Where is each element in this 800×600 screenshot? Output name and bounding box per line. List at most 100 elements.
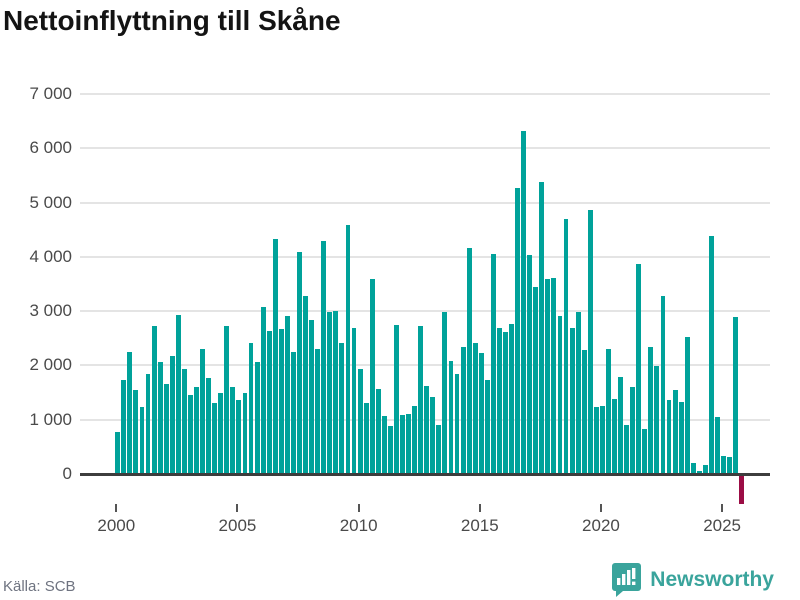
- speech-bubble-bar-chart-icon: [612, 563, 642, 597]
- x-axis-tick-mark: [357, 504, 360, 512]
- bar: [169, 356, 175, 474]
- chart-title: Nettoinflyttning till Skåne: [3, 5, 341, 36]
- bar: [218, 393, 224, 474]
- bar: [624, 425, 630, 474]
- bar: [527, 254, 533, 474]
- gridline: [80, 255, 770, 258]
- bar: [327, 311, 333, 474]
- bar: [733, 316, 739, 474]
- bar: [363, 403, 369, 474]
- bar: [490, 254, 496, 474]
- bar: [660, 295, 666, 474]
- x-axis-tick-label: 2010: [339, 516, 378, 535]
- bar: [581, 349, 587, 474]
- bar: [721, 455, 726, 474]
- bar: [727, 456, 733, 474]
- bar: [115, 431, 121, 474]
- x-axis-tick-mark: [721, 504, 724, 512]
- bar: [175, 314, 181, 474]
- y-axis-tick-label: 3 000: [29, 301, 72, 321]
- gridline: [80, 201, 770, 204]
- logo-text: Newsworthy: [650, 568, 774, 591]
- y-axis-tick-label: 0: [62, 464, 72, 483]
- bar: [696, 470, 702, 474]
- bar: [654, 365, 660, 474]
- y-axis-tick-label: 4 000: [29, 246, 72, 266]
- bar: [333, 310, 339, 474]
- y-axis-tick-label: 2 000: [29, 355, 72, 375]
- bar: [339, 342, 345, 474]
- bar: [715, 416, 720, 474]
- y-axis-tick-label: 6 000: [29, 138, 72, 158]
- bar: [254, 361, 260, 474]
- x-axis-tick-label: 2020: [582, 516, 620, 535]
- bar: [351, 328, 357, 474]
- bar: [503, 331, 508, 474]
- bar: [460, 347, 466, 474]
- bar: [181, 368, 187, 474]
- negative-bar: [739, 475, 745, 504]
- bar: [630, 386, 636, 474]
- bar: [648, 346, 654, 474]
- bar: [618, 377, 624, 474]
- bar: [230, 386, 236, 474]
- bar: [593, 407, 599, 474]
- bar: [248, 342, 254, 474]
- zero-line: [80, 473, 770, 476]
- y-axis-tick-label: 5 000: [29, 192, 72, 212]
- bar: [133, 390, 139, 474]
- bar: [551, 277, 557, 474]
- bar: [157, 361, 163, 474]
- bar: [575, 312, 581, 474]
- bar: [515, 188, 521, 474]
- bar: [266, 331, 272, 474]
- x-axis-tick-mark: [599, 504, 602, 512]
- bar: [393, 324, 399, 474]
- bar: [678, 401, 684, 474]
- bar: [381, 415, 387, 474]
- bar: [212, 402, 218, 474]
- x-axis-tick-label: 2005: [218, 516, 257, 535]
- gridline: [80, 147, 770, 150]
- gridline: [80, 92, 770, 95]
- bar: [387, 426, 393, 474]
- bar: [484, 379, 490, 474]
- bar: [587, 209, 593, 474]
- bar: [400, 414, 405, 474]
- x-axis-tick-label: 2000: [97, 516, 136, 535]
- bar: [345, 225, 351, 474]
- bar: [321, 241, 327, 474]
- bar: [418, 326, 424, 474]
- source-text: Källa: SCB: [3, 578, 76, 595]
- bar: [599, 406, 605, 474]
- bar: [430, 396, 436, 474]
- bar: [478, 353, 484, 474]
- bar: [369, 278, 375, 474]
- bar: [145, 373, 151, 474]
- bar: [533, 286, 539, 474]
- bar: [357, 368, 363, 474]
- bar: [290, 351, 296, 474]
- bar: [206, 378, 212, 474]
- bar: [448, 361, 454, 474]
- bar: [442, 312, 448, 474]
- bar: [521, 131, 527, 474]
- bar-chart: 0 1 000 2 000 3 000 4 000 5 000 6 000 7 000 2000…: [0, 80, 800, 535]
- bar: [496, 328, 502, 474]
- bar: [315, 348, 321, 474]
- bar: [194, 386, 199, 474]
- bar: [309, 320, 315, 474]
- bar: [569, 328, 575, 474]
- bar: [224, 325, 230, 474]
- bar: [557, 315, 563, 474]
- bar: [187, 394, 193, 474]
- bar: [260, 306, 266, 474]
- x-axis-tick-label: 2015: [460, 516, 499, 535]
- bar: [684, 337, 690, 474]
- bar: [236, 399, 242, 474]
- bar: [672, 390, 678, 474]
- newsworthy-logo: Newsworthy: [611, 562, 774, 598]
- bar: [666, 399, 672, 474]
- bar: [303, 295, 308, 474]
- y-axis-tick-label: 7 000: [29, 83, 72, 103]
